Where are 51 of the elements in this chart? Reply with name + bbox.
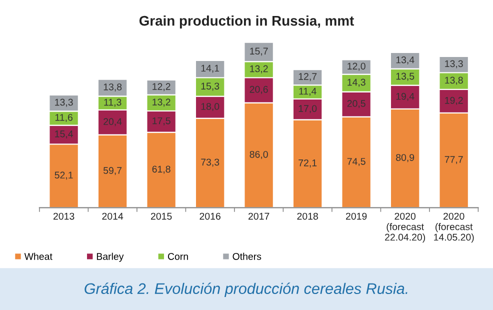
- x-tick-label: 2016: [200, 212, 220, 220]
- data-label: 20,6: [250, 86, 268, 94]
- x-tick-label: 2019: [346, 212, 367, 220]
- data-label: 86,0: [250, 150, 268, 159]
- data-label: 52,1: [54, 172, 73, 180]
- data-label: 14,3: [348, 78, 366, 87]
- data-label: 13,8: [445, 76, 463, 85]
- data-label: 11,4: [299, 88, 316, 96]
- data-label: 17,0: [298, 105, 317, 114]
- data-label: 73,3: [201, 158, 220, 167]
- data-label: 11,3: [104, 98, 122, 107]
- x-tick-label: 2020 (forecast 14.05.20): [434, 212, 474, 243]
- legend-label: Others: [232, 252, 262, 260]
- data-label: 13,4: [396, 56, 414, 64]
- chart-title: Grain production in Russia, mmt: [139, 16, 354, 28]
- x-tick-label: 2013: [53, 212, 74, 220]
- data-label: 12,2: [152, 83, 170, 92]
- data-label: 15,4: [55, 130, 73, 138]
- data-label: 13,2: [152, 98, 170, 107]
- data-label: 74,5: [347, 158, 366, 166]
- data-label: 13,8: [104, 83, 122, 92]
- data-label: 61,8: [152, 166, 170, 174]
- data-label: 72,1: [298, 159, 317, 168]
- data-label: 19,2: [445, 96, 463, 105]
- data-label: 12,7: [298, 73, 317, 82]
- x-tick-label: 2018: [297, 212, 318, 220]
- data-label: 15,3: [201, 82, 220, 91]
- data-label: 11,6: [55, 114, 72, 122]
- data-label: 15,7: [250, 48, 268, 56]
- x-tick-label: 2020 (forecast 22.04.20): [385, 212, 426, 243]
- data-label: 18,0: [201, 103, 220, 112]
- legend-label: Wheat: [24, 252, 52, 260]
- data-label: 77,7: [444, 156, 463, 164]
- data-label: 14,1: [201, 64, 220, 73]
- data-label: 80,9: [396, 154, 414, 162]
- legend-label: Barley: [96, 252, 124, 262]
- data-label: 20,5: [347, 100, 366, 108]
- data-label: 13,2: [250, 65, 268, 74]
- text: Gráfica 2. Evolución producción cereales Rusia.: [84, 282, 408, 298]
- data-label: 17,5: [152, 117, 170, 126]
- x-tick-label: 2017: [248, 212, 270, 220]
- x-tick-label: 2014: [102, 212, 124, 220]
- x-tick-label: 2015: [150, 212, 172, 220]
- data-label: 13,5: [396, 72, 414, 81]
- data-label: 20,4: [104, 118, 122, 126]
- legend-label: Corn: [168, 253, 188, 260]
- data-label: 13,3: [55, 98, 73, 107]
- data-label: 59,7: [103, 167, 122, 176]
- data-label: 12,0: [348, 62, 366, 71]
- data-label: 19,4: [396, 92, 414, 101]
- data-label: 13,3: [445, 60, 463, 68]
